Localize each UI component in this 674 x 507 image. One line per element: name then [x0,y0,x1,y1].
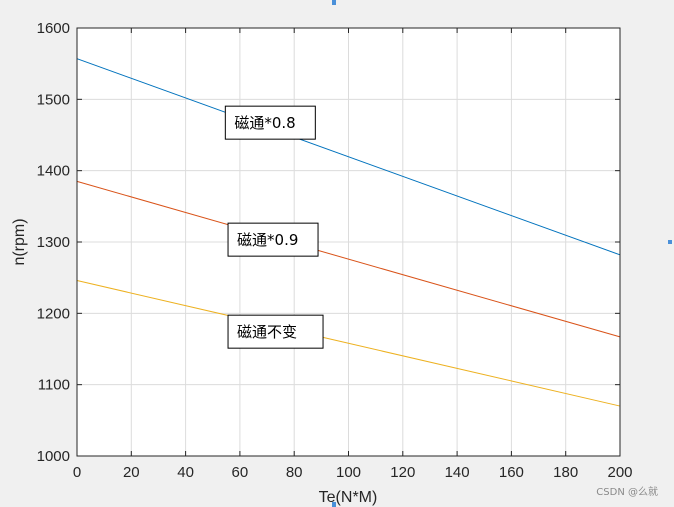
y-tick-label: 1000 [37,448,70,465]
series-line-3 [76,280,621,407]
annotation-box [227,314,324,349]
selection-handle-right [668,240,672,244]
x-tick-label: 180 [553,464,578,481]
annotation-text: 磁通*0.8 [234,114,295,132]
y-axis-ticks: 1000 1100 1200 1300 1400 1500 1600 [37,20,620,465]
annotation-1: 磁通*0.8 [224,105,316,140]
x-tick-label: 120 [390,464,415,481]
y-tick-label: 1200 [37,305,70,322]
x-tick-label: 80 [286,464,303,481]
annotation-boxes: 磁通*0.8 磁通*0.9 磁通不变 [224,105,324,349]
y-tick-label: 1100 [38,377,70,394]
series-lines [76,58,621,407]
y-tick-label: 1300 [37,234,70,251]
selection-handle-bottom [332,502,336,507]
annotation-box [227,222,319,257]
annotation-text: 磁通*0.9 [237,231,298,249]
selection-handle-top [332,0,336,5]
annotation-box [224,105,316,140]
x-axis-label: Te(N*M) [319,489,378,506]
annotation-text: 磁通不变 [237,323,297,341]
x-tick-label: 200 [607,464,632,481]
y-tick-label: 1600 [37,20,70,37]
y-axis-label: n(rpm) [11,218,28,265]
y-tick-label: 1400 [37,163,70,180]
x-tick-label: 20 [123,464,140,481]
x-tick-label: 60 [232,464,249,481]
x-tick-label: 40 [177,464,194,481]
x-tick-label: 100 [336,464,361,481]
x-tick-label: 0 [73,464,81,481]
watermark: CSDN @么就 [596,487,658,498]
x-tick-label: 140 [445,464,470,481]
annotation-2: 磁通*0.9 [227,222,319,257]
x-axis-ticks: 0 20 40 60 80 100 120 140 160 180 200 [73,28,633,481]
series-line-1 [76,58,621,256]
x-tick-label: 160 [499,464,524,481]
series-line-2 [76,180,621,338]
annotation-3: 磁通不变 [227,314,324,349]
y-tick-label: 1500 [37,91,70,108]
